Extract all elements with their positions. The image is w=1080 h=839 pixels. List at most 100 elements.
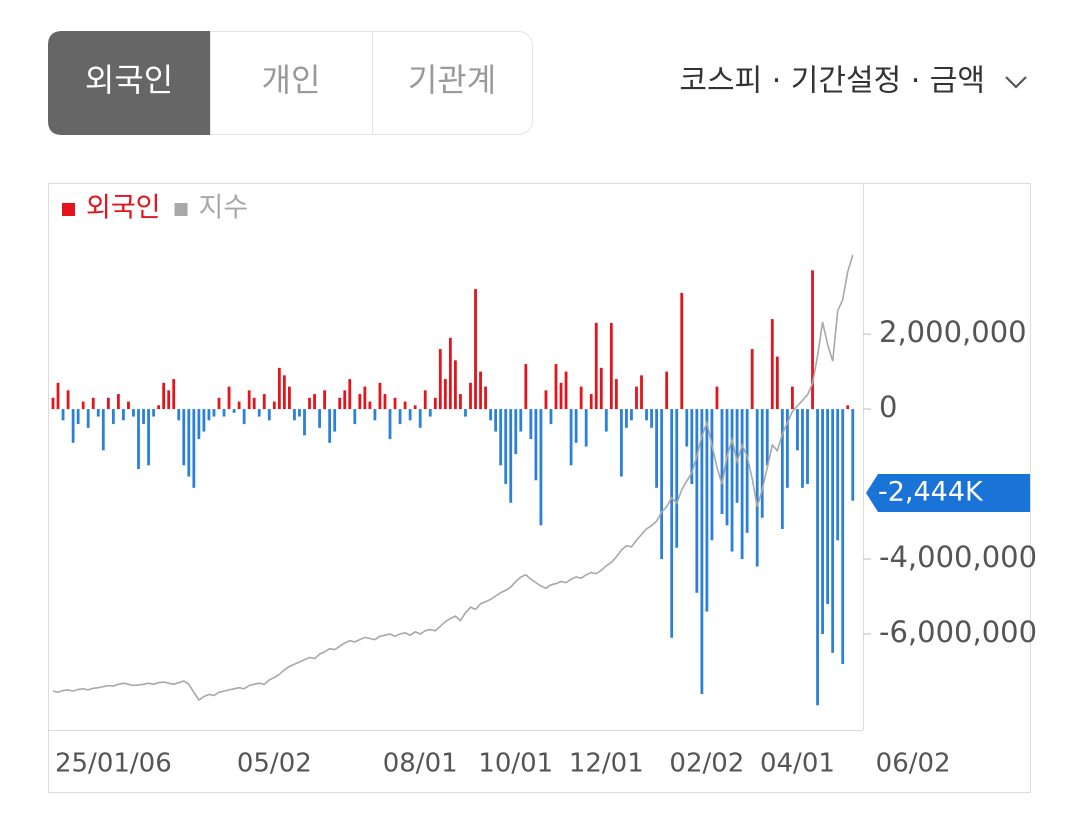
bar <box>403 401 407 410</box>
bar <box>373 409 377 421</box>
bar <box>635 386 638 410</box>
bar <box>846 405 850 410</box>
bar <box>227 386 231 410</box>
bar <box>665 371 669 410</box>
bar <box>207 409 211 421</box>
chevron[interactable] <box>1005 76 1027 89</box>
bar <box>630 409 633 421</box>
bar <box>353 409 357 425</box>
bar <box>791 386 794 410</box>
bar <box>71 409 75 443</box>
bar <box>142 409 145 425</box>
bar <box>801 409 804 488</box>
bar <box>695 409 699 593</box>
bar <box>358 394 362 410</box>
bar <box>539 409 543 526</box>
bar <box>423 390 427 410</box>
bar <box>806 409 809 485</box>
tab-label[interactable]: 외국인 <box>85 61 173 99</box>
chart-frame <box>48 183 1031 793</box>
bar <box>831 409 835 653</box>
bar <box>454 360 457 410</box>
bar <box>519 409 523 432</box>
bar <box>685 409 689 447</box>
bar <box>534 409 538 481</box>
bar <box>167 390 171 410</box>
tab-label[interactable]: 기관계 <box>408 61 496 99</box>
bar <box>464 409 467 417</box>
bar <box>740 409 744 560</box>
bar <box>509 409 513 503</box>
bar <box>765 409 769 466</box>
bar <box>56 382 60 410</box>
bar <box>569 409 573 466</box>
legend-swatch <box>62 203 75 216</box>
bar <box>851 409 855 501</box>
tab-label[interactable]: 개인 <box>262 61 321 99</box>
bar <box>393 397 397 410</box>
x-tick-label: 12/01 <box>569 749 644 779</box>
bar <box>499 409 503 466</box>
x-tick-label: 25/01/06 <box>55 749 172 779</box>
bar <box>730 409 734 552</box>
y-tick-label: -4,000,000 <box>879 540 1037 574</box>
bar <box>323 390 327 410</box>
bar <box>489 409 493 421</box>
bar <box>544 390 548 410</box>
bar <box>388 409 392 440</box>
bar <box>735 409 739 503</box>
bar <box>137 409 140 470</box>
bar <box>91 397 95 410</box>
bar <box>750 349 754 410</box>
bar <box>650 409 653 428</box>
bar <box>182 409 186 466</box>
bar <box>796 409 799 451</box>
bar <box>242 409 246 425</box>
bar <box>81 401 85 410</box>
bar <box>252 397 256 410</box>
bar <box>172 379 176 410</box>
bar <box>821 409 824 635</box>
bar <box>86 409 90 428</box>
bar <box>780 409 784 530</box>
bar <box>111 409 115 425</box>
bar <box>559 382 563 410</box>
tab-active-bg[interactable] <box>48 31 210 135</box>
bar <box>328 409 332 443</box>
bar <box>288 386 291 410</box>
bar <box>675 409 679 548</box>
bar <box>775 356 779 410</box>
bar <box>494 409 498 432</box>
bar <box>484 386 487 410</box>
bar <box>116 394 120 410</box>
bar <box>348 379 352 410</box>
bar <box>122 409 125 421</box>
bar <box>101 409 105 451</box>
bar <box>197 409 201 440</box>
bar <box>680 292 684 410</box>
bar <box>368 401 372 410</box>
bar <box>755 409 759 567</box>
y-tick-label: 2,000,000 <box>879 315 1027 349</box>
bar <box>609 322 613 410</box>
bar <box>338 397 342 410</box>
bar <box>584 409 588 447</box>
bar <box>363 386 367 410</box>
plot: 외국인 지수 2,000,000 0 -4,000,000 -6,000,000 25/01… <box>51 193 1037 779</box>
bar <box>479 371 482 410</box>
bar <box>589 394 593 410</box>
bar <box>96 409 100 417</box>
bar <box>438 349 442 410</box>
filter-text[interactable]: 코스피 · 기간설정 · 금액 <box>679 64 985 99</box>
x-tick-label: 08/01 <box>383 749 458 779</box>
bar <box>564 371 568 410</box>
bar <box>770 319 774 410</box>
bar <box>619 409 623 477</box>
bar <box>187 409 191 477</box>
bar <box>51 397 55 410</box>
bar <box>594 322 598 410</box>
bar <box>277 367 281 410</box>
bar <box>841 409 845 665</box>
bar <box>504 409 508 485</box>
